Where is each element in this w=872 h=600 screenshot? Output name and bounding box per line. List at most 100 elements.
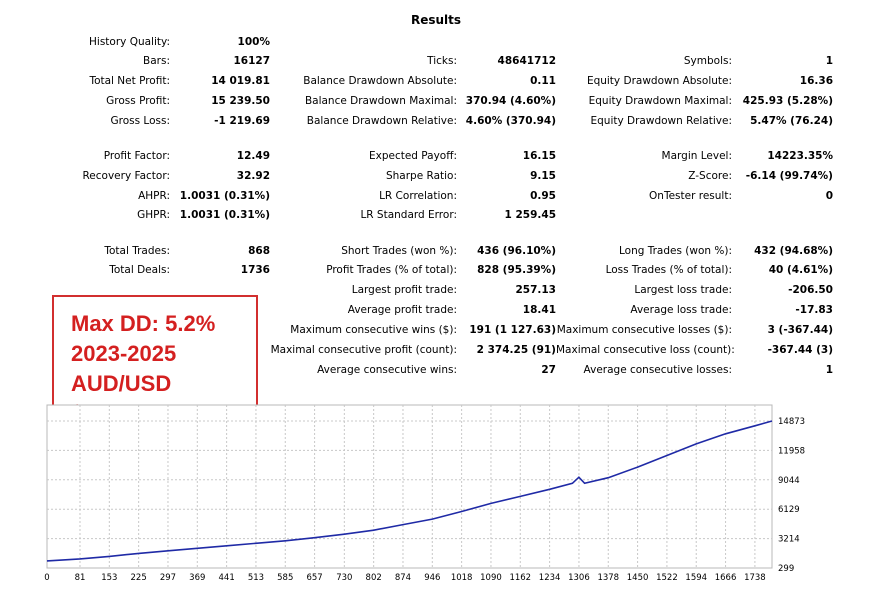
callout-max-dd: Max DD: 5.2% <box>71 311 216 336</box>
stat-label: Largest profit trade: <box>351 284 457 296</box>
stat-label: AHPR: <box>138 190 170 202</box>
stat-value: 48641712 <box>497 55 556 67</box>
stats-row: Total Deals: 1736 Profit Trades (% of tota… <box>0 262 872 278</box>
x-tick-label: 1666 <box>715 573 737 583</box>
stat-value: 4.60% (370.94) <box>465 115 556 127</box>
stat-value: 16.36 <box>799 75 833 87</box>
stat-value: 32.92 <box>236 170 270 182</box>
stats-row: GHPR: 1.0031 (0.31%) LR Standard Error: 1 2… <box>0 207 872 223</box>
stat-value: 0.11 <box>530 75 556 87</box>
stat-label: LR Correlation: <box>379 190 457 202</box>
x-tick-label: 1450 <box>627 573 649 583</box>
stat-value: 1.0031 (0.31%) <box>179 209 270 221</box>
stat-label: Expected Payoff: <box>368 150 457 162</box>
stat-value: 1.0031 (0.31%) <box>179 190 270 202</box>
stat-label: Gross Loss: <box>110 115 171 127</box>
balance-line <box>46 420 773 562</box>
stat-value: 432 (94.68%) <box>754 245 833 257</box>
stat-value: 16127 <box>233 55 270 67</box>
x-tick-label: 513 <box>248 573 264 583</box>
stat-value: 868 <box>248 245 270 257</box>
stat-value: 40 (4.61%) <box>768 264 833 276</box>
stat-label: Equity Drawdown Relative: <box>590 115 732 127</box>
x-tick-label: 1234 <box>539 573 561 583</box>
stat-label: LR Standard Error: <box>360 209 457 221</box>
balance-chart: 14873 11958 9044 6129 3214 299 0 81 153 225 297 369… <box>44 404 805 583</box>
y-tick-label: 14873 <box>778 417 805 427</box>
x-tick-label: 1162 <box>509 573 531 583</box>
x-tick-label: 946 <box>424 573 440 583</box>
stats-row: Largest profit trade: 257.13 Largest loss … <box>0 282 872 298</box>
stat-label: Long Trades (won %): <box>618 245 732 257</box>
stat-value: 18.41 <box>522 304 556 316</box>
stat-value: 1736 <box>240 264 270 276</box>
stat-label: Sharpe Ratio: <box>385 170 457 182</box>
stat-value: 16.15 <box>522 150 556 162</box>
x-tick-label: 730 <box>336 573 352 583</box>
stat-value: -206.50 <box>788 284 833 296</box>
stat-label: Balance Drawdown Maximal: <box>304 95 457 107</box>
stat-label: Average consecutive losses: <box>583 364 732 376</box>
stat-label: GHPR: <box>137 209 170 221</box>
x-tick-label: 657 <box>306 573 322 583</box>
stat-value: 370.94 (4.60%) <box>465 95 556 107</box>
stat-label: Profit Factor: <box>103 150 170 162</box>
callout-period: 2023-2025 <box>71 341 177 366</box>
stats-row: Average profit trade: 18.41 Average loss t… <box>0 302 872 318</box>
stats-row: Recovery Factor: 32.92 Sharpe Ratio: 9.15 Z-… <box>0 168 872 184</box>
stat-label: Symbols: <box>683 55 732 67</box>
stat-value: 1 <box>825 364 833 376</box>
stat-label: Average loss trade: <box>630 304 732 316</box>
stats-row: Maximum consecutive wins ($): 191 (1 127.… <box>0 322 872 338</box>
stat-label: Equity Drawdown Absolute: <box>586 75 732 87</box>
stat-label: Bars: <box>143 55 170 67</box>
stat-label: Equity Drawdown Maximal: <box>588 95 732 107</box>
stat-label: Z-Score: <box>688 170 732 182</box>
stats-row: Gross Profit: 15 239.50 Balance Drawdown M… <box>0 93 872 109</box>
stat-value: -6.14 (99.74%) <box>745 170 833 182</box>
stat-label: Balance Drawdown Relative: <box>306 115 457 127</box>
stats-row: Total Trades: 868 Short Trades (won %): 436… <box>0 243 872 259</box>
stat-label: Total Net Profit: <box>89 75 170 87</box>
x-tick-label: 802 <box>366 573 382 583</box>
stat-label: Maximal consecutive profit (count): <box>270 344 457 356</box>
stats-row: AHPR: 1.0031 (0.31%) LR Correlation: 0.95 On… <box>0 188 872 204</box>
stat-label: Gross Profit: <box>106 95 170 107</box>
stat-label: History Quality: <box>89 36 170 48</box>
stat-value: -17.83 <box>795 304 833 316</box>
stats-row: Average consecutive wins: 27 Average conse… <box>0 362 872 378</box>
stat-label: Maximum consecutive losses ($): <box>556 324 732 336</box>
stat-value: 9.15 <box>530 170 556 182</box>
stat-label: Total Trades: <box>104 245 170 257</box>
stat-label: Average consecutive wins: <box>317 364 457 376</box>
stat-value: 27 <box>541 364 556 376</box>
x-tick-label: 225 <box>131 573 147 583</box>
stats-row: Maximal consecutive profit (count): 2 374… <box>0 342 872 358</box>
stat-value: 14223.35% <box>767 150 833 162</box>
x-tick-label: 1306 <box>568 573 590 583</box>
y-tick-label: 299 <box>778 564 794 574</box>
stat-label: Largest loss trade: <box>634 284 732 296</box>
x-tick-label: 297 <box>160 573 176 583</box>
stat-value: 3 (-367.44) <box>767 324 833 336</box>
stat-value: 257.13 <box>515 284 556 296</box>
y-tick-label: 9044 <box>778 476 800 486</box>
x-tick-label: 874 <box>395 573 411 583</box>
stats-row: Gross Loss: -1 219.69 Balance Drawdown Rel… <box>0 113 872 129</box>
x-tick-label: 1522 <box>656 573 678 583</box>
stat-value: 12.49 <box>236 150 270 162</box>
stat-label: Maximum consecutive wins ($): <box>290 324 457 336</box>
stat-value: -1 219.69 <box>214 115 270 127</box>
stat-value: 100% <box>237 36 270 48</box>
x-tick-label: 0 <box>44 573 49 583</box>
stat-value: -367.44 (3) <box>767 344 833 356</box>
stat-value: 2 374.25 (91) <box>476 344 556 356</box>
results-title: Results <box>410 13 462 27</box>
stat-label: Loss Trades (% of total): <box>605 264 732 276</box>
stat-value: 425.93 (5.28%) <box>742 95 833 107</box>
y-tick-label: 3214 <box>778 535 800 545</box>
y-tick-label: 11958 <box>778 446 805 456</box>
x-tick-label: 1090 <box>480 573 502 583</box>
stat-value: 1 <box>825 55 833 67</box>
stat-label: OnTester result: <box>649 190 732 202</box>
